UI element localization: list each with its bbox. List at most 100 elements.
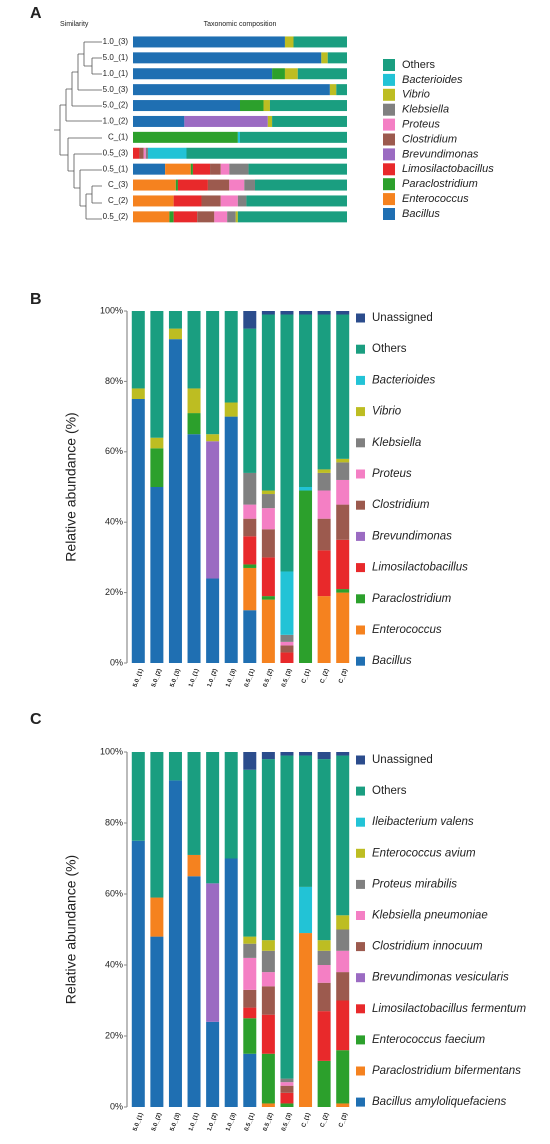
bar-segment xyxy=(168,780,182,1107)
x-tick-label: 5.0_(1) xyxy=(133,1112,145,1132)
bar-segment xyxy=(187,413,201,435)
bar-segment xyxy=(261,599,275,663)
bar-segment xyxy=(317,940,331,951)
bar-segment xyxy=(184,115,268,127)
bar-segment xyxy=(280,652,294,663)
dendrogram xyxy=(54,41,102,220)
legend-label: Bacillus amyloliquefaciens xyxy=(372,1096,506,1108)
bar-segment xyxy=(317,518,331,551)
y-axis-label: Relative abundance (%) xyxy=(63,855,79,1004)
bar-segment xyxy=(336,1050,350,1104)
bar-segment xyxy=(336,1103,350,1107)
bar-segment xyxy=(299,755,313,887)
bar-segment xyxy=(131,311,145,389)
legend-swatch xyxy=(356,313,365,323)
bar-segment xyxy=(261,529,275,558)
y-tick-label: 0% xyxy=(110,1101,123,1111)
legend-swatch xyxy=(356,438,365,448)
legend-swatch xyxy=(383,103,395,116)
bar-segment xyxy=(280,1085,294,1093)
legend-label: Proteus xyxy=(402,119,440,131)
x-tick-label: 5.0_(2) xyxy=(151,1112,163,1132)
bar-segment xyxy=(321,52,328,64)
bar-segment xyxy=(317,759,331,941)
y-tick-label: 20% xyxy=(105,1030,123,1040)
bar-segment xyxy=(229,179,245,191)
legend-swatch xyxy=(383,73,395,86)
bar-segment xyxy=(317,311,331,315)
bar-segment xyxy=(336,752,350,756)
bar-segment xyxy=(317,596,331,663)
bar-segment xyxy=(336,462,350,480)
legend-swatch xyxy=(383,208,395,220)
bar-segment xyxy=(243,943,257,958)
bar-segment xyxy=(224,402,238,417)
legend-swatch xyxy=(356,594,365,604)
bar-segment xyxy=(261,972,275,987)
bar-segment xyxy=(240,131,347,143)
bar-segment xyxy=(261,752,275,760)
legend-label: Klebsiella pneumoniae xyxy=(372,910,488,922)
x-tick-label: 0.5_(2) xyxy=(263,1112,275,1132)
x-tick-label: 5.0_(1) xyxy=(133,668,145,688)
legend-label: Vibrio xyxy=(372,406,402,418)
bar-segment xyxy=(229,163,249,175)
bar-segment xyxy=(133,163,166,175)
legend-swatch xyxy=(383,163,395,176)
legend-swatch xyxy=(356,879,365,889)
y-tick-label: 40% xyxy=(105,517,123,527)
bar-segment xyxy=(150,437,164,449)
bar-segment xyxy=(336,458,350,463)
bar-segment xyxy=(224,311,238,403)
dendrogram-branch xyxy=(67,137,102,220)
bar-segment xyxy=(269,100,347,112)
bar-segment xyxy=(267,115,273,127)
category-label: 1.0_(1) xyxy=(103,69,129,78)
x-tick-label: 5.0_(3) xyxy=(170,1112,182,1132)
bar-segment xyxy=(280,755,294,1079)
x-tick-label: 0.5_(3) xyxy=(281,1112,293,1132)
legend-swatch xyxy=(356,344,365,354)
panel-label: B xyxy=(30,291,42,308)
bar-segment xyxy=(317,752,331,760)
y-axis-label: Relative abundance (%) xyxy=(63,412,79,561)
legend-label: Proteus mirabilis xyxy=(372,878,457,890)
bar-segment xyxy=(248,163,347,175)
bar-segment xyxy=(147,147,187,159)
legend-swatch xyxy=(356,531,365,541)
legend-swatch xyxy=(356,407,365,417)
legend-swatch xyxy=(356,625,365,635)
bar-segment xyxy=(177,179,208,191)
bar-segment xyxy=(299,886,313,934)
bar-segment xyxy=(224,858,238,1107)
bar-segment xyxy=(131,752,145,841)
bar-segment xyxy=(243,989,257,1008)
bar-segment xyxy=(261,557,275,597)
legend-label: Vibrio xyxy=(402,89,430,101)
bar-segment xyxy=(237,195,247,207)
legend-swatch xyxy=(356,755,365,765)
legend-label: Limosilactobacillus fermentum xyxy=(372,1003,526,1015)
bar-segment xyxy=(243,957,257,990)
bar-segment xyxy=(261,986,275,1015)
x-tick-label: 1.0_(2) xyxy=(207,668,219,688)
bar-segment xyxy=(336,929,350,951)
bar-segment xyxy=(235,211,238,223)
x-tick-label: C_(3) xyxy=(338,1112,349,1128)
x-tick-label: 1.0_(3) xyxy=(225,668,237,688)
bar-segment xyxy=(206,752,220,884)
bar-segment xyxy=(224,416,238,663)
bar-segment xyxy=(243,1007,257,1019)
legend-swatch xyxy=(356,1004,365,1014)
chart-title: Taxonomic composition xyxy=(204,21,277,28)
y-tick-label: 40% xyxy=(105,959,123,969)
legend-label: Paraclostridium bifermentans xyxy=(372,1065,521,1077)
legend-swatch xyxy=(383,59,395,71)
bar-segment xyxy=(243,769,257,937)
bar-segment xyxy=(133,68,273,80)
legend-label: Brevundimonas vesicularis xyxy=(372,972,509,984)
bar-segment xyxy=(244,179,255,191)
bar-segment xyxy=(214,211,228,223)
bar-segment xyxy=(336,915,350,930)
y-tick-label: 100% xyxy=(100,305,123,315)
